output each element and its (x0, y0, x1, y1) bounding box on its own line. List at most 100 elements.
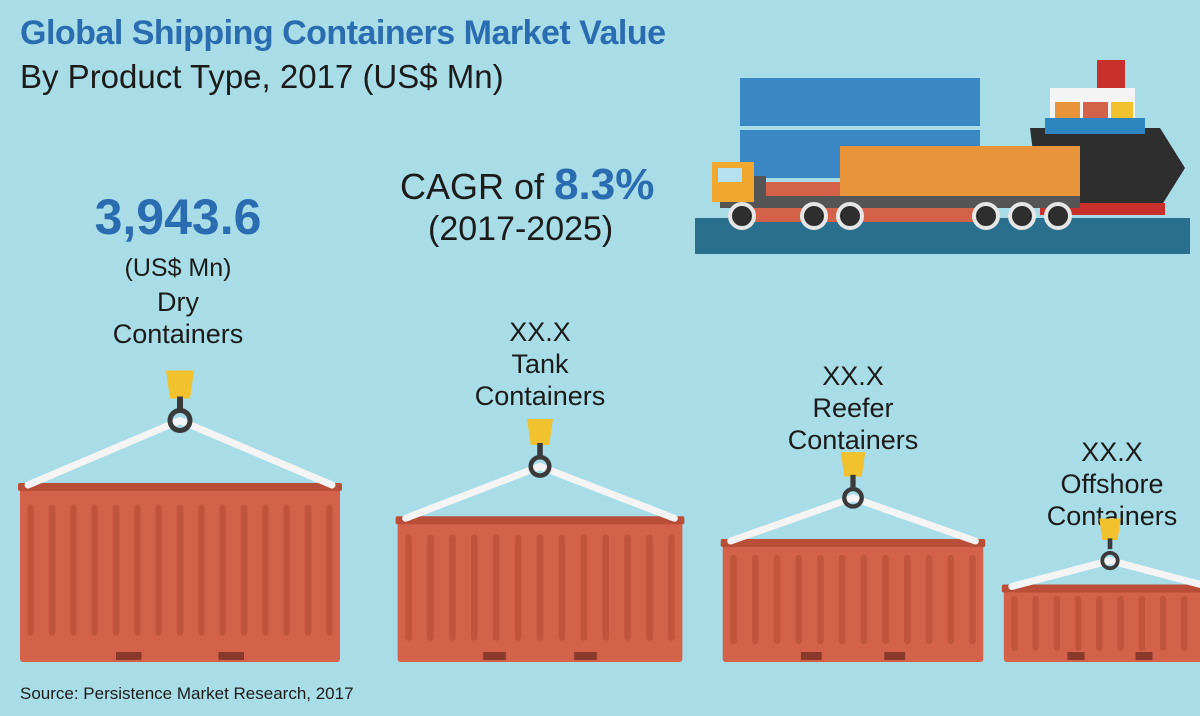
category-label-reefer: XX.X Reefer Containers (753, 360, 953, 456)
crane-hook-block (1099, 518, 1121, 540)
ship-funnel (1097, 60, 1125, 88)
category-label-dry-line1: Dry (157, 287, 199, 317)
container-bar-offshore (1001, 518, 1200, 662)
cagr-prefix: CAGR of (400, 166, 545, 207)
container-rib (730, 554, 737, 645)
container-rib (1074, 595, 1082, 651)
container-foot (116, 652, 142, 660)
container-rim (395, 516, 685, 525)
container-rib (449, 534, 456, 641)
lift-cable-left (727, 494, 857, 545)
container-rib (176, 504, 184, 636)
lift-cable-right (176, 417, 336, 489)
crane-hook-icon (528, 454, 552, 478)
container-rib (838, 554, 846, 645)
container-rib (27, 504, 34, 636)
container-rib (773, 554, 781, 645)
category-label-offshore-line1: Offshore (1060, 469, 1164, 499)
container-rim (1001, 584, 1200, 593)
cagr-years: (2017-2025) (428, 210, 614, 248)
category-label-tank-line1: Tank (511, 349, 569, 379)
trailer-container (840, 146, 1080, 198)
container-rib (134, 504, 141, 636)
container-foot (483, 652, 506, 660)
crane-hook-icon (842, 486, 864, 509)
category-label-tank: XX.X Tank Containers (440, 316, 640, 412)
container-rib (240, 504, 248, 636)
container-rib (882, 554, 889, 645)
container-rib (262, 504, 269, 636)
container-bar-tank (395, 418, 685, 662)
container-rib (48, 504, 56, 636)
container-foot (574, 652, 597, 660)
container-rib (947, 554, 954, 645)
tank-containers-value: XX.X (509, 317, 571, 347)
container-rib (795, 554, 802, 645)
crane-hook-icon (1100, 550, 1120, 571)
container-rib (646, 534, 653, 641)
container-rim (720, 539, 986, 547)
lift-cable-left (402, 462, 544, 522)
container-rib (91, 504, 98, 636)
container-rib (817, 554, 824, 645)
reefer-containers-value: XX.X (822, 361, 884, 391)
category-label-dry-line2: Containers (112, 319, 244, 349)
container-bar-reefer (720, 452, 986, 662)
container-rib (155, 504, 162, 636)
category-label-reefer-line1: Reefer (812, 393, 894, 423)
container-rib (471, 534, 478, 641)
container-rib (1138, 595, 1146, 651)
container-foot (218, 652, 244, 660)
container-rib (1117, 595, 1124, 651)
container-rib (752, 554, 759, 645)
container-rib (1159, 595, 1167, 651)
container-rib (427, 534, 434, 641)
container-bar-dry (18, 370, 342, 662)
container-rib (602, 534, 609, 641)
container-foot (1135, 652, 1153, 660)
container-body (722, 543, 984, 662)
container-rib (112, 504, 120, 636)
container-rib (668, 534, 675, 641)
container-rib (1053, 595, 1061, 651)
dock-base (695, 218, 1190, 254)
category-label-dry: Dry Containers (68, 286, 288, 350)
stacked-container-top (740, 78, 980, 126)
crane-hook-block (166, 370, 194, 399)
lift-cable-left (24, 417, 184, 489)
dry-containers-value: 3,943.6 (94, 189, 262, 245)
crane-hook-shank (537, 442, 543, 456)
container-rib (860, 554, 868, 645)
container-rib (492, 534, 500, 641)
container-rib (283, 504, 290, 636)
container-rib (904, 554, 911, 645)
cagr-label: CAGR of 8.3% (400, 160, 654, 210)
container-foot (800, 652, 822, 660)
lift-cable-right (536, 462, 678, 522)
container-rib (925, 554, 933, 645)
container-rib (304, 504, 312, 636)
lift-cable-right (1106, 557, 1200, 588)
container-rib (514, 534, 522, 641)
container-rib (580, 534, 588, 641)
lift-cable-right (849, 494, 979, 545)
container-rib (969, 554, 976, 645)
ship-truck-illustration (695, 60, 1190, 254)
crane-hook-shank (850, 474, 856, 488)
container-rib (558, 534, 566, 641)
container-rib (536, 534, 544, 641)
offshore-containers-value: XX.X (1081, 437, 1143, 467)
container-foot (1067, 652, 1085, 660)
container-rib (1011, 595, 1018, 651)
container-rib (219, 504, 226, 636)
value-unit: (US$ Mn) (124, 254, 232, 282)
container-rim (18, 483, 342, 491)
container-rib (198, 504, 205, 636)
crane-hook-shank (177, 396, 183, 411)
chart-title: Global Shipping Containers Market Value (20, 14, 666, 52)
container-rib (1181, 595, 1188, 651)
container-foot (884, 652, 906, 660)
container-rib (1096, 595, 1103, 651)
container-rib (624, 534, 631, 641)
